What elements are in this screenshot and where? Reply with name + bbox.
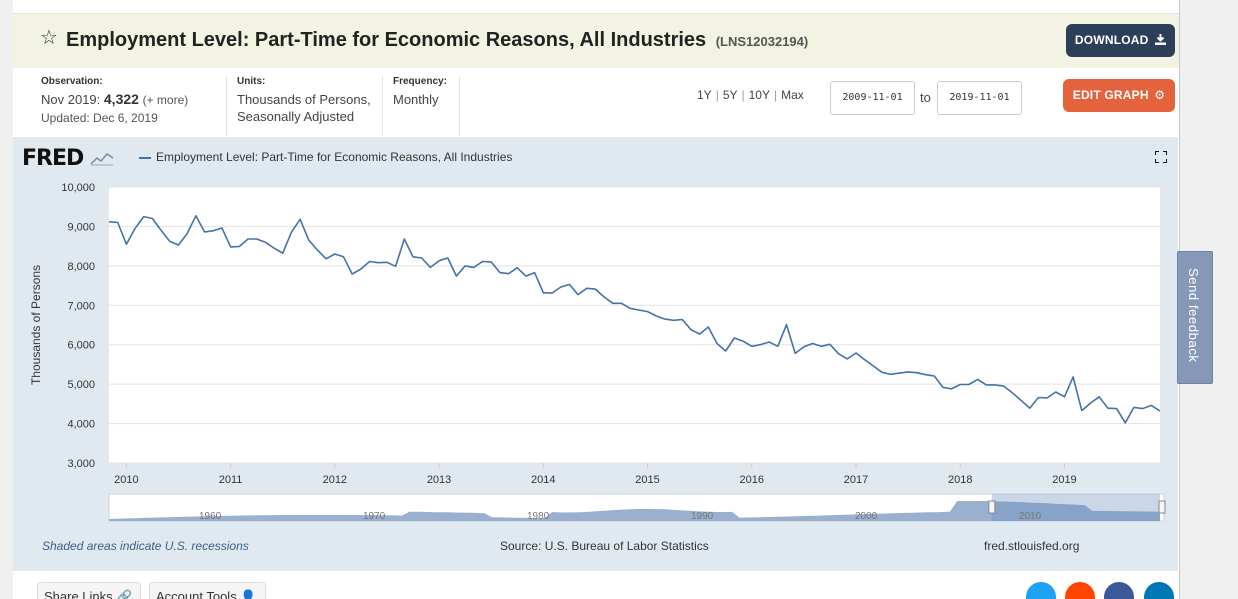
fred-logo-text: FRED [22, 146, 84, 171]
site-link[interactable]: fred.stlouisfed.org [984, 539, 1080, 553]
more-observations-link[interactable]: (+ more) [142, 93, 189, 107]
y-tick-label: 7,000 [67, 300, 95, 312]
x-tick-label: 2012 [323, 474, 347, 486]
x-tick-label: 2013 [427, 474, 451, 486]
navigator-label: 1960 [199, 511, 222, 522]
share-links-button[interactable]: Share Links 🔗 [37, 582, 142, 599]
observation-value: 4,322 [103, 91, 139, 107]
frequency-block: Frequency: Monthly [382, 76, 460, 136]
star-icon[interactable]: ☆ [40, 27, 58, 49]
navigator-selection [991, 494, 1160, 521]
units-line2: Seasonally Adjusted [237, 109, 355, 124]
account-tools-button[interactable]: Account Tools 👤 [149, 582, 266, 599]
range-5y[interactable]: 5Y [722, 88, 738, 102]
download-button[interactable]: DOWNLOAD [1066, 24, 1175, 57]
top-strip [13, 0, 1179, 14]
plot-background [109, 187, 1160, 463]
series-line [108, 215, 1161, 424]
y-tick-label: 8,000 [67, 261, 95, 273]
send-feedback-tab[interactable]: Send feedback [1177, 251, 1213, 384]
frequency-value: Monthly [393, 92, 439, 107]
x-tick-label: 2014 [531, 474, 555, 486]
date-from-input[interactable]: 2009-11-01 [830, 81, 915, 115]
x-tick-label: 2017 [844, 474, 868, 486]
units-label: Units: [237, 76, 266, 87]
recession-note[interactable]: Shaded areas indicate U.S. recessions [42, 539, 249, 553]
line-chart[interactable]: 3,000 4,000 5,000 6,000 7,000 8,000 9,000 10,00… [13, 137, 1178, 537]
fred-chart-icon [90, 153, 114, 166]
edit-graph-button[interactable]: EDIT GRAPH ⚙ [1063, 79, 1175, 112]
x-tick-label: 2016 [740, 474, 764, 486]
y-tick-label: 4,000 [67, 419, 95, 431]
y-tick-label: 6,000 [67, 340, 95, 352]
page-title: Employment Level: Part-Time for Economic… [66, 28, 808, 54]
linkedin-icon[interactable] [1144, 582, 1174, 599]
navigator-label: 2000 [855, 511, 878, 522]
x-tick-label: 2011 [219, 474, 243, 486]
navigator-handle-right [1158, 500, 1166, 514]
navigator-label: 1970 [363, 511, 386, 522]
y-tick-label: 10,000 [61, 182, 95, 194]
facebook-icon[interactable] [1104, 582, 1134, 599]
fred-logo: FRED [22, 146, 114, 171]
reddit-icon[interactable] [1065, 582, 1095, 599]
series-id: (LNS12032194) [715, 34, 809, 49]
navigator-area [109, 501, 1160, 521]
range-10y[interactable]: 10Y [748, 88, 770, 102]
x-tick-label: 2010 [114, 474, 138, 486]
range-max[interactable]: Max [781, 88, 804, 102]
navigator-label: 1980 [527, 511, 550, 522]
user-icon: 👤 [240, 589, 257, 599]
page: ☆ Employment Level: Part-Time for Econom… [13, 0, 1180, 599]
navigator-label: 1990 [691, 511, 714, 522]
y-axis-label: Thousands of Persons [29, 265, 43, 385]
y-tick-label: 3,000 [67, 458, 95, 470]
units-line1: Thousands of Persons, [237, 92, 371, 107]
edit-graph-label: EDIT GRAPH [1072, 88, 1149, 102]
gear-icon: ⚙ [1154, 88, 1166, 102]
units-block: Units: Thousands of Persons, Seasonally … [226, 76, 382, 136]
range-selector: 1Y | 5Y | 10Y | Max [697, 88, 804, 102]
link-icon: 🔗 [116, 589, 133, 599]
twitter-icon[interactable] [1026, 582, 1056, 599]
observation-date: Nov 2019: [41, 92, 101, 107]
x-tick-label: 2015 [635, 474, 659, 486]
source-note: Source: U.S. Bureau of Labor Statistics [500, 539, 709, 553]
y-tick-label: 5,000 [67, 379, 95, 391]
download-icon [1155, 34, 1167, 45]
frequency-label: Frequency: [393, 76, 447, 87]
observation-block: Observation: Nov 2019: 4,322 (+ more) Up… [41, 76, 231, 125]
series-title: Employment Level: Part-Time for Economic… [66, 29, 707, 51]
send-feedback-label: Send feedback [1186, 268, 1201, 363]
y-tick-label: 9,000 [67, 221, 95, 233]
legend-label: Employment Level: Part-Time for Economic… [156, 150, 513, 164]
observation-label: Observation: [41, 76, 103, 87]
title-bar [13, 14, 1179, 68]
legend-swatch [139, 157, 151, 159]
date-to-input[interactable]: 2019-11-01 [937, 81, 1022, 115]
navigator-label: 2010 [1019, 511, 1042, 522]
navigator-handle-left [988, 500, 996, 514]
account-tools-label: Account Tools [156, 589, 237, 599]
to-label: to [920, 90, 931, 105]
download-label: DOWNLOAD [1074, 33, 1149, 47]
range-1y[interactable]: 1Y [697, 88, 712, 102]
x-tick-label: 2019 [1052, 474, 1076, 486]
updated-date: Updated: Dec 6, 2019 [41, 111, 158, 125]
x-tick-label: 2018 [948, 474, 972, 486]
share-links-label: Share Links [44, 589, 113, 599]
